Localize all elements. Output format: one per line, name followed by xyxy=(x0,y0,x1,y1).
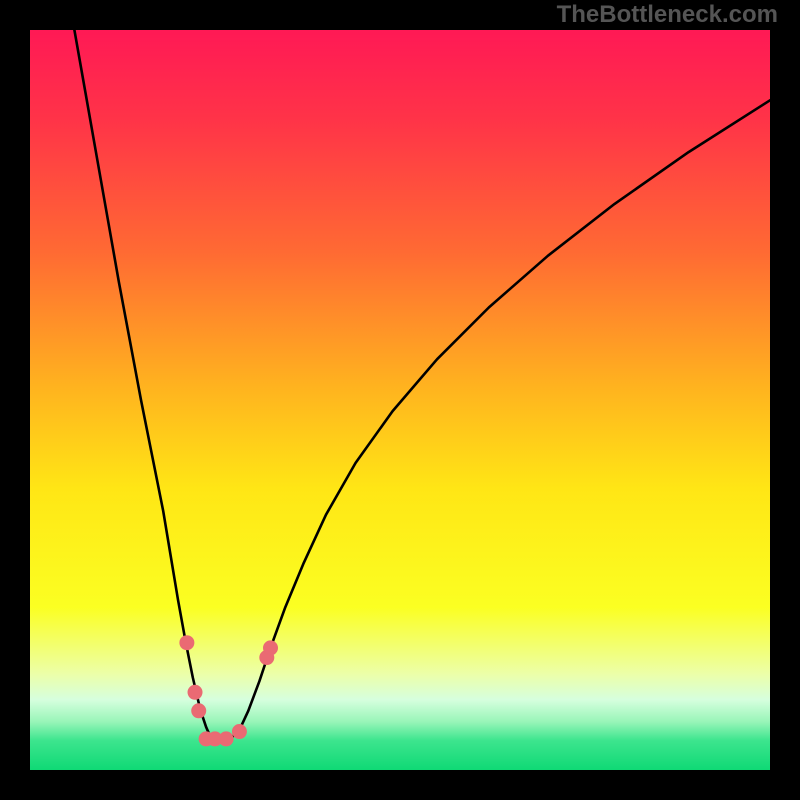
data-marker xyxy=(192,704,206,718)
data-marker xyxy=(232,725,246,739)
bottleneck-curve-chart xyxy=(0,0,800,800)
data-marker xyxy=(219,732,233,746)
data-marker xyxy=(180,636,194,650)
data-marker xyxy=(264,641,278,655)
watermark-text: TheBottleneck.com xyxy=(557,1,778,29)
chart-frame: TheBottleneck.com xyxy=(0,0,800,800)
data-marker xyxy=(188,685,202,699)
